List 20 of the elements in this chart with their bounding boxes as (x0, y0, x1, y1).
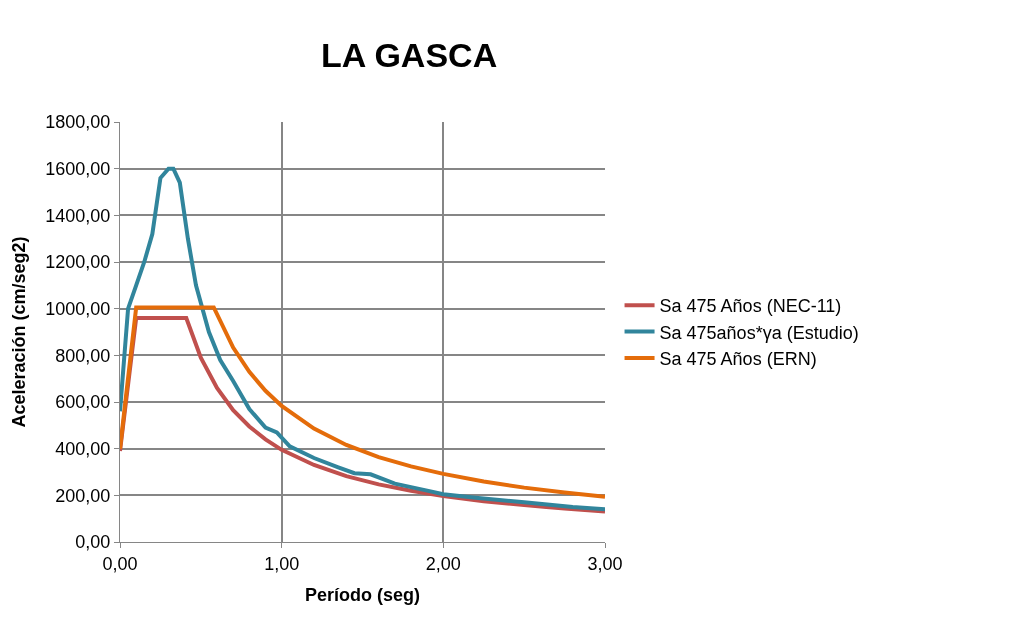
y-axis-title: Aceleración (cm/seg2) (8, 236, 29, 428)
legend-label: Sa 475 Años (NEC-11) (659, 296, 842, 317)
y-tick-label: 800,00 (55, 345, 111, 366)
y-tick-label: 600,00 (55, 392, 111, 413)
y-tick-label: 1800,00 (45, 112, 111, 133)
y-tick-label: 1600,00 (45, 158, 111, 179)
y-tick-label: 1400,00 (45, 205, 111, 226)
x-tick-label: 0,00 (102, 553, 138, 574)
x-tick-label: 1,00 (264, 553, 300, 574)
y-tick-label: 400,00 (55, 438, 111, 459)
y-tick-label: 1200,00 (45, 252, 111, 273)
x-tick-label: 2,00 (425, 553, 461, 574)
chart-title: LA GASCA (320, 35, 498, 74)
y-tick-label: 0,00 (75, 532, 111, 553)
x-axis-title: Período (seg) (304, 584, 421, 605)
legend-label: Sa 475años*γa (Estudio) (659, 322, 859, 343)
x-tick-label: 3,00 (587, 553, 623, 574)
legend-label: Sa 475 Años (ERN) (659, 349, 817, 370)
y-tick-label: 200,00 (55, 485, 111, 506)
y-tick-label: 1000,00 (45, 298, 111, 319)
